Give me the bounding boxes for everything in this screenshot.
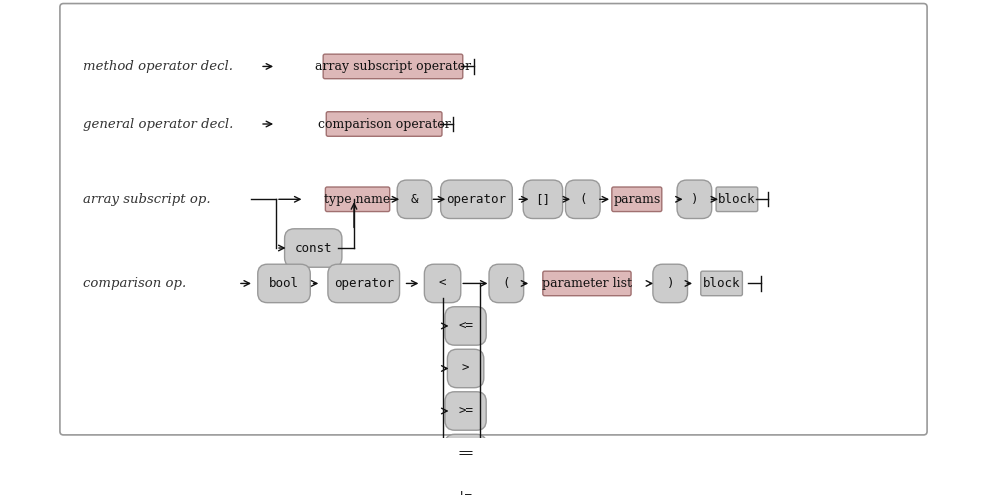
- FancyBboxPatch shape: [700, 271, 741, 296]
- Text: general operator decl.: general operator decl.: [83, 117, 233, 131]
- Text: <=: <=: [458, 319, 472, 333]
- FancyBboxPatch shape: [676, 180, 711, 218]
- Text: params: params: [612, 193, 660, 206]
- FancyBboxPatch shape: [565, 180, 599, 218]
- Text: operator: operator: [333, 277, 393, 290]
- Text: array subscript op.: array subscript op.: [83, 193, 210, 206]
- FancyBboxPatch shape: [440, 180, 512, 218]
- Text: &: &: [410, 193, 418, 206]
- Text: >=: >=: [458, 404, 472, 417]
- Text: block: block: [718, 193, 755, 206]
- FancyBboxPatch shape: [542, 271, 630, 296]
- FancyBboxPatch shape: [327, 264, 399, 302]
- Text: operator: operator: [446, 193, 506, 206]
- Text: const: const: [294, 242, 331, 254]
- Text: ==: ==: [458, 447, 472, 460]
- Text: comparison operator: comparison operator: [317, 117, 450, 131]
- Text: ): ): [666, 277, 673, 290]
- Text: !=: !=: [458, 490, 472, 495]
- FancyBboxPatch shape: [325, 187, 389, 211]
- Text: bool: bool: [269, 277, 299, 290]
- FancyBboxPatch shape: [445, 392, 486, 430]
- Text: parameter list: parameter list: [541, 277, 631, 290]
- Text: []: []: [534, 193, 550, 206]
- Text: array subscript operator: array subscript operator: [315, 60, 470, 73]
- FancyBboxPatch shape: [716, 187, 757, 211]
- Text: (: (: [502, 277, 510, 290]
- FancyBboxPatch shape: [284, 229, 341, 267]
- FancyBboxPatch shape: [424, 264, 460, 302]
- FancyBboxPatch shape: [322, 54, 462, 79]
- FancyBboxPatch shape: [652, 264, 687, 302]
- FancyBboxPatch shape: [60, 3, 926, 435]
- FancyBboxPatch shape: [445, 307, 486, 345]
- Text: type name: type name: [324, 193, 390, 206]
- FancyBboxPatch shape: [445, 434, 486, 473]
- Text: (: (: [579, 193, 586, 206]
- FancyBboxPatch shape: [523, 180, 562, 218]
- FancyBboxPatch shape: [445, 477, 486, 495]
- FancyBboxPatch shape: [447, 349, 483, 388]
- Text: >: >: [461, 362, 469, 375]
- FancyBboxPatch shape: [488, 264, 524, 302]
- FancyBboxPatch shape: [396, 180, 431, 218]
- Text: <: <: [439, 277, 446, 290]
- FancyBboxPatch shape: [257, 264, 310, 302]
- FancyBboxPatch shape: [326, 112, 442, 136]
- FancyBboxPatch shape: [611, 187, 662, 211]
- Text: comparison op.: comparison op.: [83, 277, 186, 290]
- Text: method operator decl.: method operator decl.: [83, 60, 233, 73]
- Text: ): ): [690, 193, 697, 206]
- Text: block: block: [702, 277, 740, 290]
